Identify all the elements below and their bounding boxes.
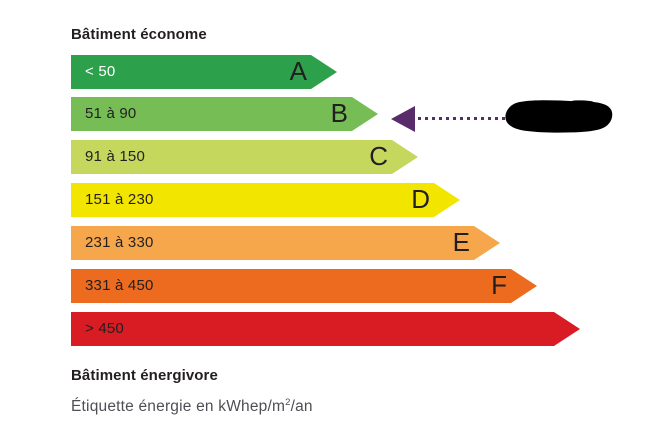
energy-class-bar-d[interactable]: 151 à 230 D [71, 183, 460, 217]
bar-class-letter: F [491, 270, 507, 300]
caption-energy-consuming-building: Bâtiment énergivore [71, 367, 218, 384]
bar-shape [71, 226, 500, 260]
footnote-text: Étiquette énergie en kWhep/m [71, 398, 286, 415]
bar-range-label: 91 à 150 [85, 148, 145, 165]
footnote-energy-label-unit: Étiquette énergie en kWhep/m2/an [71, 398, 313, 416]
bar-shape [71, 97, 378, 131]
bar-class-letter: B [330, 98, 348, 128]
bar-class-letter: E [452, 227, 470, 257]
energy-class-bar-g[interactable]: > 450 [71, 312, 580, 346]
caption-economical-building: Bâtiment économe [71, 26, 207, 43]
bar-class-letter: C [369, 141, 388, 171]
energy-class-bar-b[interactable]: 51 à 90 B [71, 97, 378, 131]
energy-class-bar-a[interactable]: < 50 A [71, 55, 337, 89]
bar-shape [71, 269, 537, 303]
footnote-exponent: 2 [285, 396, 291, 408]
bar-range-label: 331 à 450 [85, 277, 154, 294]
energy-class-bar-e[interactable]: 231 à 330 E [71, 226, 500, 260]
bar-shape [71, 140, 418, 174]
bar-class-letter: A [289, 56, 307, 86]
bar-range-label: < 50 [85, 63, 116, 80]
bar-shape [71, 312, 580, 346]
bar-range-label: > 450 [85, 320, 124, 337]
bar-shape [71, 55, 337, 89]
energy-class-bar-c[interactable]: 91 à 150 C [71, 140, 418, 174]
footnote-tail: /an [290, 398, 313, 415]
energy-class-bar-f[interactable]: 331 à 450 F [71, 269, 537, 303]
bar-class-letter: D [411, 184, 430, 214]
bar-range-label: 51 à 90 [85, 105, 137, 122]
bar-range-label: 231 à 330 [85, 234, 154, 251]
bar-shape [71, 183, 460, 217]
bar-range-label: 151 à 230 [85, 191, 154, 208]
